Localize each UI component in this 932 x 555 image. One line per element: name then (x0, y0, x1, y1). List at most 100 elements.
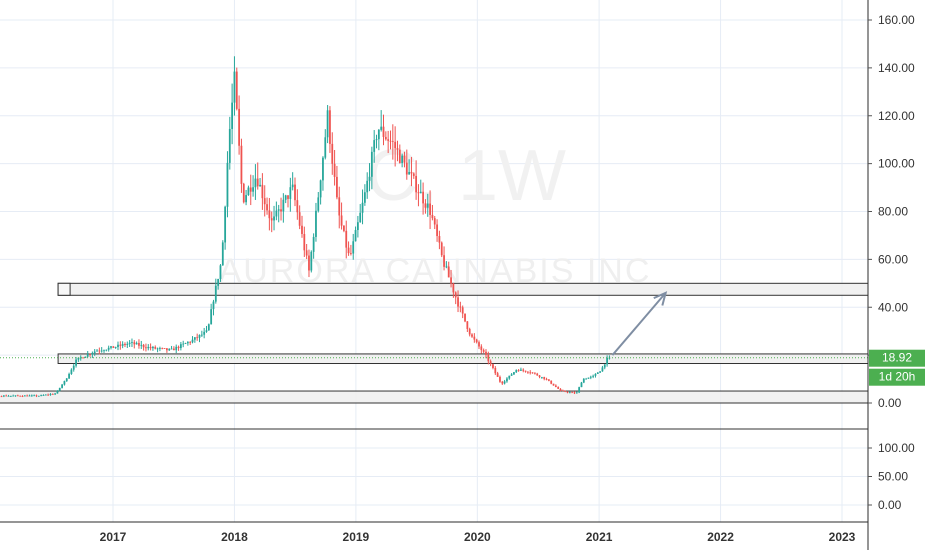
candle-body (117, 344, 119, 348)
candle-body (480, 346, 483, 351)
price-zone[interactable] (0, 390, 869, 404)
candle-body (77, 357, 80, 360)
time-tick-label: 2017 (100, 530, 127, 544)
candle-body (461, 307, 464, 314)
candle-body (233, 71, 236, 103)
trend-arrow[interactable] (611, 291, 668, 356)
candle-body (98, 350, 101, 352)
candle-body (301, 225, 303, 234)
candle-body (468, 328, 471, 335)
candle-body (107, 347, 110, 350)
candle-body (443, 255, 445, 267)
candle-body (324, 137, 327, 158)
candle-body (261, 184, 264, 199)
arrow-head[interactable] (653, 291, 668, 306)
candle-body (282, 199, 285, 212)
candle-body (440, 242, 443, 256)
candle-body (475, 339, 478, 343)
candle-body (571, 392, 574, 394)
candle-body (336, 176, 338, 198)
candle-body (19, 395, 22, 397)
candle-body (65, 378, 68, 382)
candle-body (524, 370, 527, 372)
candles-layer (0, 56, 611, 398)
candle-body (594, 373, 597, 376)
candle-body (482, 350, 485, 352)
candle-body (606, 357, 608, 365)
candle-body (7, 395, 10, 397)
candle-body (51, 394, 54, 395)
candle-body (196, 337, 199, 339)
candle-body (112, 346, 115, 348)
candle-body (28, 395, 31, 397)
candle-body (277, 209, 280, 211)
candle-body (154, 346, 157, 349)
candle-body (373, 140, 376, 152)
candle-body (142, 344, 145, 348)
candle-body (349, 253, 352, 254)
candle-body (412, 173, 415, 176)
candle-body (249, 187, 252, 192)
candle-body (9, 395, 12, 397)
candle-body (280, 209, 282, 212)
volume-axis[interactable]: 100.00 50.00 0.00 (868, 441, 915, 512)
candle-body (589, 376, 592, 378)
candle-body (515, 370, 518, 373)
candle-body (205, 330, 208, 332)
time-tick-label: 2018 (221, 530, 248, 544)
candle-body (140, 344, 143, 346)
arrow-shaft[interactable] (611, 292, 667, 356)
candle-body (438, 236, 441, 243)
candle-body (377, 129, 380, 140)
time-axis[interactable]: 2017 2018 2019 2020 2021 2022 2023 (100, 530, 856, 544)
candle-body (547, 379, 550, 381)
candle-body (268, 210, 271, 219)
candle-body (103, 350, 105, 352)
candle-body (159, 347, 161, 349)
candle-body (513, 372, 515, 375)
price-zone[interactable] (57, 282, 869, 296)
candle-body (294, 184, 296, 201)
candle-body (54, 393, 57, 395)
candle-body (450, 277, 452, 284)
candle-body (240, 145, 243, 184)
candle-body (457, 297, 459, 307)
candle-body (568, 392, 571, 394)
zone-handle[interactable] (57, 282, 71, 296)
candle-body (128, 342, 131, 344)
candle-body (207, 324, 210, 331)
candle-body (561, 390, 564, 392)
candle-body (391, 141, 394, 143)
candle-body (382, 126, 385, 137)
last-price-badge (869, 349, 925, 367)
candle-body (61, 384, 63, 388)
candle-body (398, 149, 401, 164)
candle-body (156, 348, 159, 350)
price-axis[interactable]: 160.00140.00120.00100.0080.0060.0040.002… (868, 13, 915, 410)
volume-tick-label: 50.00 (878, 470, 908, 484)
candle-body (431, 214, 434, 219)
candle-body (363, 192, 366, 203)
candle-body (152, 346, 154, 349)
candle-body (559, 388, 562, 391)
candle-body (368, 176, 371, 181)
price-zone[interactable] (57, 353, 869, 365)
candle-body (317, 197, 320, 211)
candle-body (517, 370, 520, 371)
candle-body (177, 346, 180, 349)
candle-body (21, 396, 24, 397)
candle-body (124, 343, 126, 345)
candle-body (89, 354, 91, 356)
candle-body (312, 236, 315, 252)
candle-body (75, 359, 77, 366)
price-tick-label: 160.00 (878, 13, 915, 27)
candle-body (340, 215, 343, 226)
candle-body (433, 218, 436, 225)
candle-body (601, 367, 604, 372)
price-tick-label: 40.00 (878, 300, 908, 314)
candle-body (16, 395, 19, 397)
candle-body (266, 204, 268, 211)
candle-body (426, 203, 429, 208)
